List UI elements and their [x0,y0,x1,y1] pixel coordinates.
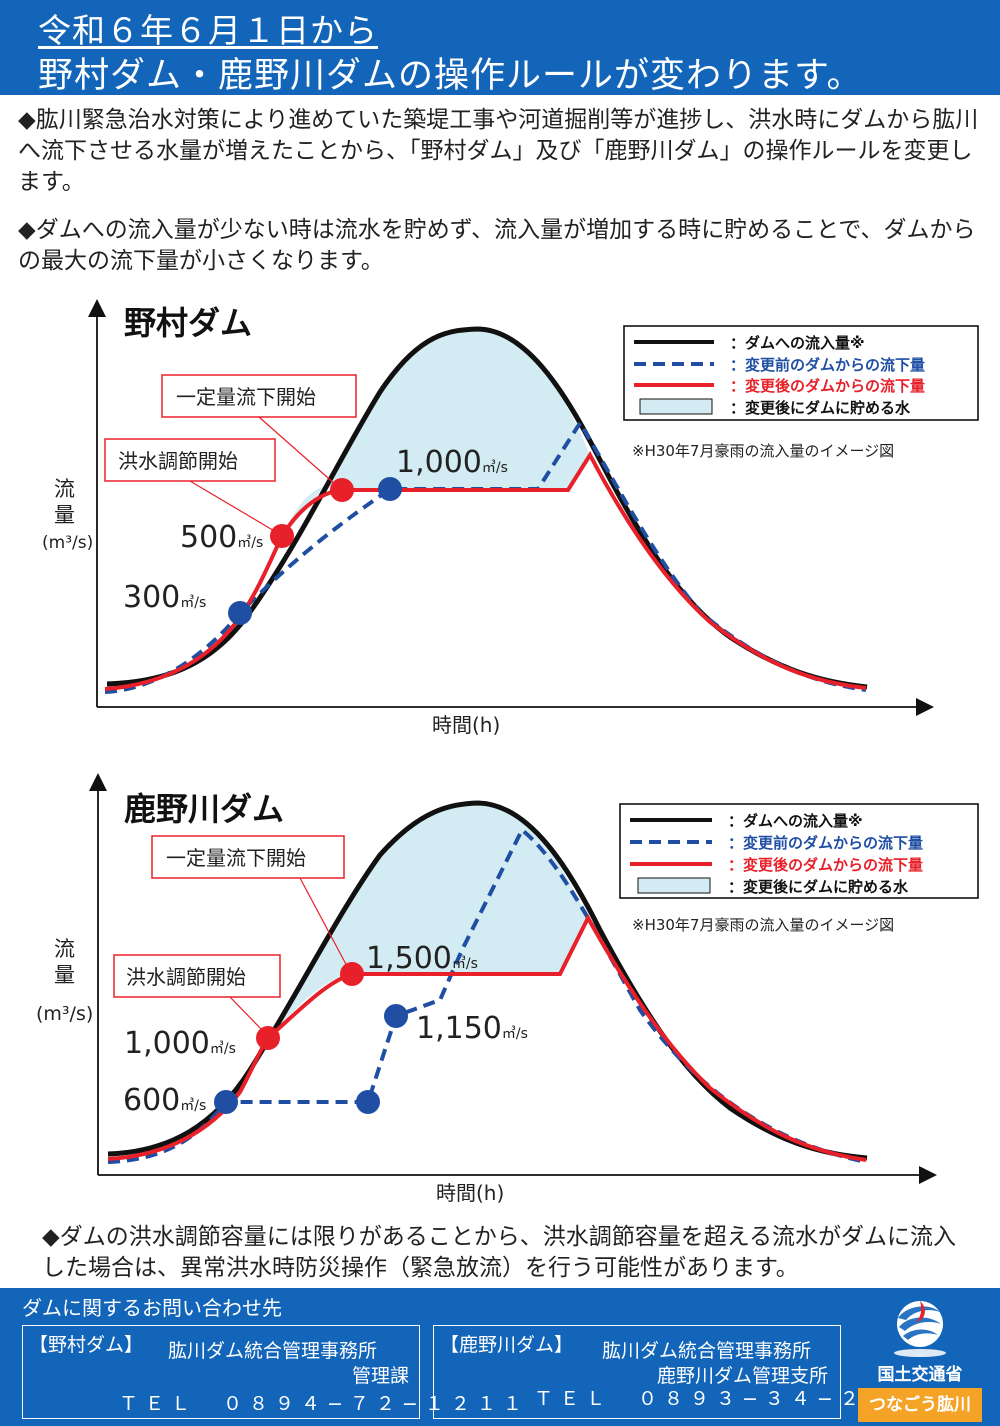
callout-const-release: 一定量流下開始 [166,846,306,870]
ylabel-line2: 量 [54,503,75,527]
contact-office: 肱川ダム統合管理事務所 [168,1340,378,1362]
nomura-dam-chart: 野村ダム 流 量 (m³/s) 時間(h) 300㎥/s 500㎥/s 1,00… [42,299,979,737]
ylabel-line2: 量 [54,963,75,987]
title-banner: 令和６年６月１日から 野村ダム・鹿野川ダムの操作ルールが変わります。 [0,0,1000,96]
value-1150: 1,150㎥/s [416,1011,528,1046]
contact-card-nomura: 【野村ダム】 肱川ダム統合管理事務所 管理課 ＴＥＬ ０８９４−７２−１２１１ [22,1325,522,1419]
callout-start-control: 洪水調節開始 [126,965,246,989]
value-600: 600㎥/s [123,1083,206,1118]
contact-division: 鹿野川ダム管理支所 [656,1365,828,1387]
contact-tel: ＴＥＬ ０８９３−３４−２３５０ [534,1388,944,1410]
point-1000 [256,1026,280,1050]
callout-const-leader [299,877,349,969]
ylabel-line1: 流 [54,477,75,501]
emergency-notice: ◆ダムの洪水調節容量には限りがあることから、洪水調節容量を超える流水がダムに流入… [42,1224,956,1281]
callout-const-release: 一定量流下開始 [176,385,316,409]
mlit-logo: 国土交通省 つなごう肱川 [858,1296,982,1422]
point-600-end [356,1090,380,1114]
contact-office: 肱川ダム統合管理事務所 [602,1340,812,1362]
legend-before: ：変更前のダムからの流下量 [730,356,925,374]
callout-start-box [113,954,281,998]
callout-start-leader [189,480,277,533]
point-300 [228,601,252,625]
point-const-red [330,478,354,502]
legend-after: ：変更後のダムからの流下量 [730,377,925,395]
contact-dam-name: 【鹿野川ダム】 [440,1334,574,1356]
contact-dam-name: 【野村ダム】 [29,1334,144,1356]
legend-stored: ：変更後にダムに貯める水 [728,878,909,896]
legend: ：ダムへの流入量※ ：変更前のダムからの流下量 ：変更後のダムからの流下量 ：変… [619,803,979,899]
contact-division: 管理課 [351,1365,409,1387]
mlit-emblem-icon [894,1301,946,1357]
legend-stored-swatch [639,398,713,415]
callout-start-leader [229,996,265,1033]
legend-note: ※H30年7月豪雨の流入量のイメージ図 [632,916,894,934]
legend-stored-swatch [637,877,711,894]
value-1000: 1,000㎥/s [124,1026,236,1061]
callout-const-box [151,835,345,879]
legend-after: ：変更後のダムからの流下量 [728,856,923,874]
point-500 [270,524,294,548]
chart-title: 野村ダム [124,304,252,342]
value-300: 300㎥/s [123,580,206,615]
intro-paragraph-2: ◆ダムへの流入量が少ない時は流水を貯めず、流入量が増加する時に貯めることで、ダム… [18,217,976,274]
legend-inflow: ：ダムへの流入量※ [728,812,863,830]
legend: ：ダムへの流入量※ ：変更前のダムからの流下量 ：変更後のダムからの流下量 ：変… [623,325,979,421]
stored-water-area [282,328,590,536]
callout-start-control: 洪水調節開始 [118,449,238,473]
legend-inflow: ：ダムへの流入量※ [730,334,865,352]
contact-footer: ダムに関するお問い合わせ先 【野村ダム】 肱川ダム統合管理事務所 管理課 ＴＥＬ… [0,1288,1000,1426]
kanogawa-dam-chart: 鹿野川ダム 流 量 (m³/s) 時間(h) 600㎥/s 1,000㎥/s 1… [36,773,979,1205]
contact-title: ダムに関するお問い合わせ先 [22,1296,282,1320]
ministry-name: 国土交通省 [877,1365,963,1385]
rule-change-title: 野村ダム・鹿野川ダムの操作ルールが変わります。 [38,56,863,96]
intro-paragraph-1: ◆肱川緊急治水対策により進めていた築堤工事や河道掘削等が進捗し、洪水時にダムから… [18,107,979,195]
value-1000: 1,000㎥/s [396,445,508,480]
legend-stored: ：変更後にダムに貯める水 [730,399,911,417]
legend-before: ：変更前のダムからの流下量 [728,834,923,852]
value-1500: 1,500㎥/s [366,941,478,976]
contact-tel: ＴＥＬ ０８９４−７２−１２１１ [119,1393,529,1415]
legend-note: ※H30年7月豪雨の流入量のイメージ図 [632,442,894,460]
before-release-line [104,419,867,694]
after-release-line [104,450,867,691]
xlabel: 時間(h) [432,713,500,737]
callout-const-box [161,374,357,418]
contact-card-kanogawa: 【鹿野川ダム】 肱川ダム統合管理事務所 鹿野川ダム管理支所 ＴＥＬ ０８９３−３… [433,1325,937,1419]
ylabel-unit: (m³/s) [42,533,93,553]
point-600 [214,1090,238,1114]
point-1000-blue [378,477,402,501]
slogan-badge: つなごう肱川 [858,1388,982,1422]
ylabel-line1: 流 [54,937,75,961]
point-1150 [384,1004,408,1028]
value-500: 500㎥/s [180,520,263,555]
effective-date-title: 令和６年６月１日から [38,11,378,50]
callout-const-leader [258,416,337,486]
xlabel: 時間(h) [436,1181,504,1205]
point-1500 [340,962,364,986]
chart-title: 鹿野川ダム [124,790,284,828]
ylabel-unit: (m³/s) [36,1003,93,1025]
